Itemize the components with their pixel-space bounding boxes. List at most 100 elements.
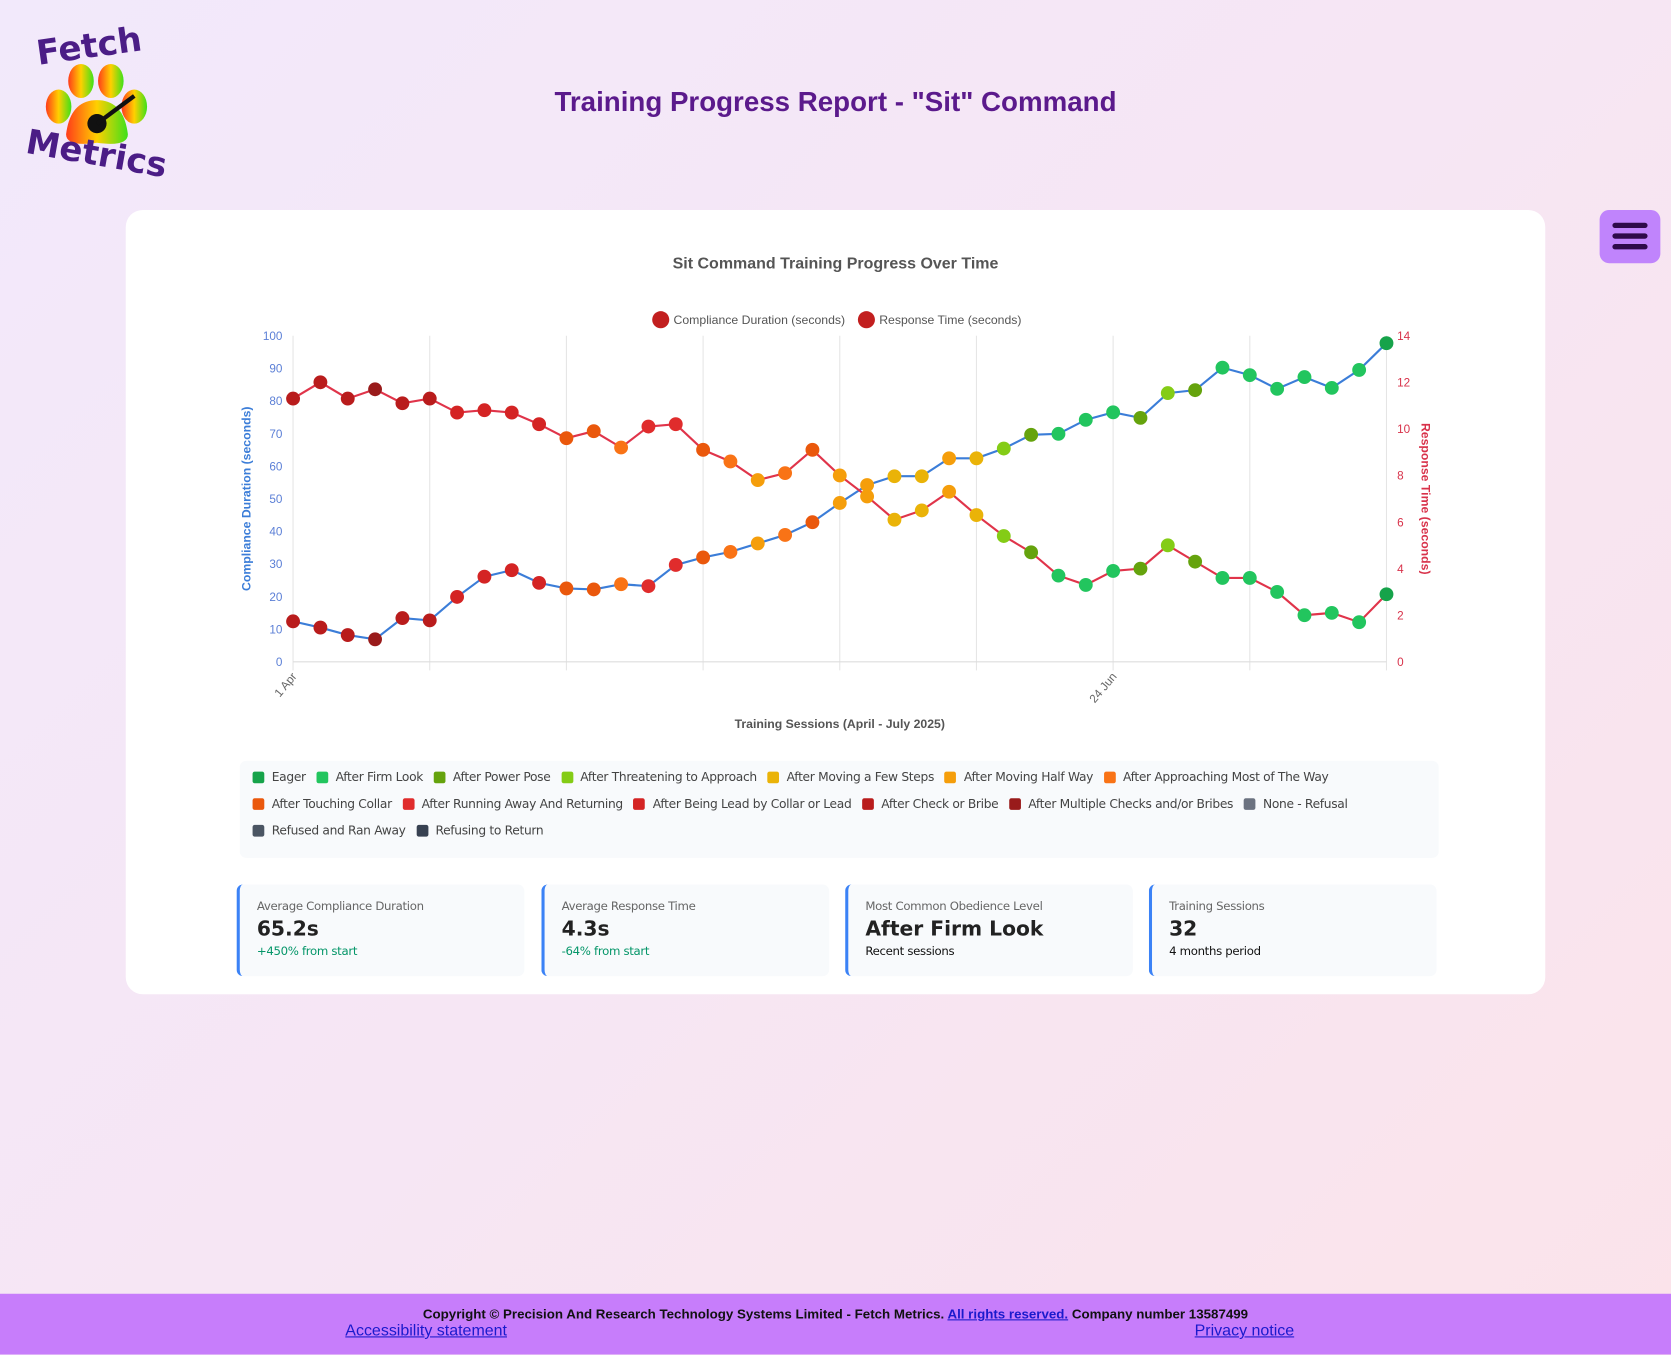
obedience-level-label: Eager (271, 769, 306, 785)
copyright-text: Copyright © Precision And Research Techn… (422, 1306, 945, 1322)
color-swatch (252, 797, 265, 810)
response-time-point (696, 442, 711, 457)
response-time-point (887, 512, 902, 527)
response-time-point (832, 468, 847, 483)
color-swatch (1009, 797, 1021, 810)
response-time-point (1242, 571, 1257, 585)
hamburger-menu-button[interactable] (1599, 209, 1661, 264)
obedience-legend-item: After Power Pose (433, 769, 551, 784)
response-time-point (1270, 584, 1285, 599)
accessibility-statement-link[interactable]: Accessibility statement (345, 1321, 507, 1340)
response-time-point (368, 382, 383, 397)
response-time-point (996, 529, 1011, 543)
obedience-level-label: After Multiple Checks and/or Bribes (1028, 796, 1234, 811)
obedience-legend-item: After Being Lead by Collar or Lead (633, 796, 852, 811)
response-time-point (340, 391, 355, 406)
hamburger-line (1612, 244, 1648, 250)
compliance-point (1215, 360, 1230, 375)
obedience-legend-item: After Approaching Most of The Way (1103, 769, 1329, 785)
response-time-point (1215, 571, 1230, 585)
y-left-tick-label: 70 (269, 428, 283, 441)
response-time-point (860, 489, 875, 504)
compliance-point (805, 515, 820, 530)
compliance-point (860, 478, 875, 492)
response-time-point (1188, 554, 1203, 569)
x-tick-label: 24 Jun (1087, 670, 1120, 705)
response-time-point (750, 473, 765, 488)
response-time-point (614, 440, 629, 455)
y-left-tick-label: 80 (269, 395, 283, 408)
y-left-tick-label: 0 (276, 656, 283, 669)
obedience-level-label: After Check or Bribe (881, 796, 999, 811)
response-time-point (477, 403, 492, 418)
compliance-point (1352, 363, 1367, 377)
compliance-point (914, 469, 929, 484)
color-swatch (402, 797, 415, 810)
y-left-tick-label: 30 (269, 558, 283, 571)
obedience-legend-item: Refusing to Return (416, 822, 544, 838)
compliance-point (996, 441, 1011, 456)
y-right-tick-label: 12 (1397, 377, 1410, 390)
x-axis-title: Training Sessions (April - July 2025) (735, 717, 945, 731)
stat-card: Average Compliance Duration 65.2s +450% fr… (236, 884, 525, 977)
obedience-legend-item: After Multiple Checks and/or Bribes (1009, 796, 1233, 811)
color-swatch (944, 771, 957, 783)
y-right-tick-label: 14 (1397, 330, 1411, 343)
compliance-point (368, 632, 383, 647)
report-card: Sit Command Training Progress Over Time … (125, 209, 1546, 995)
compliance-point (1324, 380, 1339, 395)
y-right-axis-title: Response Time (seconds) (1419, 423, 1433, 575)
compliance-point (1051, 426, 1066, 441)
fetch-metrics-logo[interactable]: Fetch Metrics (15, 15, 166, 188)
y-left-tick-label: 50 (269, 493, 283, 506)
compliance-point (1078, 412, 1093, 427)
compliance-point (340, 628, 355, 642)
all-rights-reserved-link[interactable]: All rights reserved. (947, 1306, 1069, 1322)
copyright: Copyright © Precision And Research Techn… (0, 1307, 1671, 1322)
response-time-point (1106, 564, 1121, 578)
obedience-level-label: After Running Away And Returning (421, 796, 624, 811)
response-time-point (1352, 615, 1367, 630)
response-time-point (395, 396, 410, 411)
compliance-point (532, 575, 547, 590)
y-right-tick-label: 2 (1397, 609, 1404, 622)
x-tick-label: 1 Apr (272, 670, 300, 699)
obedience-level-label: After Moving Half Way (963, 769, 1094, 785)
obedience-level-label: After Being Lead by Collar or Lead (652, 796, 852, 811)
stat-card: Most Common Obedience Level After Firm Lo… (845, 884, 1133, 977)
y-left-tick-label: 20 (269, 591, 283, 604)
response-time-point (641, 419, 656, 434)
response-time-point (586, 424, 601, 439)
y-right-tick-label: 6 (1397, 516, 1404, 529)
compliance-point (1106, 405, 1121, 420)
color-swatch (1103, 771, 1116, 783)
company-number: Company number 13587499 (1071, 1306, 1249, 1322)
stat-subtext: Recent sessions (865, 944, 955, 959)
color-swatch (862, 797, 874, 810)
privacy-notice-link[interactable]: Privacy notice (1194, 1321, 1295, 1340)
obedience-legend-item: Refused and Ran Away (252, 823, 406, 838)
obedience-level-label: After Approaching Most of The Way (1122, 769, 1329, 785)
compliance-point (778, 528, 793, 542)
y-right-tick-label: 8 (1397, 470, 1404, 483)
response-time-point (450, 405, 465, 420)
y-right-tick-label: 10 (1397, 423, 1411, 436)
response-time-point (1051, 568, 1066, 583)
y-left-tick-label: 10 (269, 623, 283, 636)
response-time-point (1324, 605, 1339, 620)
compliance-point (887, 469, 902, 484)
color-swatch (252, 771, 265, 783)
response-time-point (1379, 587, 1394, 602)
stat-card: Training Sessions 32 4 months period (1148, 884, 1437, 977)
response-time-point (914, 503, 929, 518)
y-left-tick-label: 40 (269, 526, 283, 539)
response-time-point (1133, 561, 1148, 576)
compliance-point (1024, 427, 1039, 442)
response-time-point (723, 454, 738, 469)
obedience-level-label: Refusing to Return (435, 822, 544, 838)
response-time-point (422, 391, 437, 406)
compliance-point (668, 558, 683, 572)
obedience-legend-item: None - Refusal (1243, 796, 1348, 811)
compliance-point (750, 536, 765, 551)
obedience-legend-item: After Moving a Few Steps (767, 769, 934, 784)
